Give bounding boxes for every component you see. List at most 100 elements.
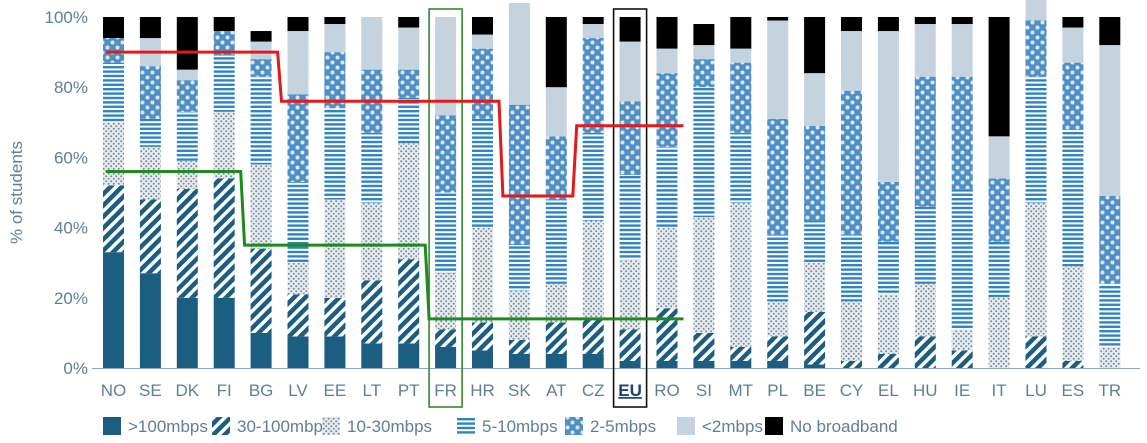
bar-segment (914, 17, 936, 25)
y-axis-label: % of students (7, 141, 26, 244)
bar-segment (472, 322, 493, 351)
bar-segment (139, 66, 161, 119)
bar-segment (619, 259, 641, 330)
x-tick-label: PT (398, 381, 420, 400)
bar-segment (213, 55, 235, 112)
bar-segment (435, 192, 457, 274)
bar-segment (656, 73, 678, 147)
bar-segment (804, 262, 826, 312)
bar-segment (250, 164, 272, 249)
bar-segment (472, 48, 493, 119)
bar-segment (435, 115, 457, 193)
bar-segment (877, 294, 899, 354)
bar-segment (582, 24, 604, 39)
x-tick-label: FI (217, 381, 232, 400)
bar-segment (693, 24, 715, 46)
bar-segment (767, 301, 789, 337)
bar-segment (767, 360, 789, 368)
bar-segment (951, 329, 973, 351)
bar-segment (804, 125, 826, 221)
bar-segment (804, 311, 826, 365)
bar-segment (656, 308, 678, 361)
bar-segment (435, 273, 457, 330)
bar-segment (324, 24, 346, 53)
bar-segment (287, 31, 309, 95)
x-tick-label: LU (1025, 381, 1047, 400)
x-tick-label: EE (324, 381, 347, 400)
x-tick-label: SK (508, 381, 531, 400)
legend-swatch (103, 417, 121, 435)
bar-segment (139, 118, 161, 147)
bar-segment (361, 343, 383, 368)
bar-segment (804, 17, 826, 74)
bar-segment (582, 38, 604, 133)
x-tick-label: FR (434, 381, 457, 400)
x-tick-label: SI (696, 381, 712, 400)
bar-segment (582, 318, 604, 354)
bar-segment (988, 241, 1010, 298)
bar-segment (213, 31, 235, 56)
bar-segment (545, 322, 567, 354)
bar-segment (1099, 196, 1121, 284)
bar-segment (250, 76, 272, 165)
bar-segment (287, 294, 309, 337)
bar-segment (324, 297, 346, 337)
x-tick-label: AT (546, 381, 566, 400)
bar-segment (250, 59, 272, 77)
bar-segment (656, 146, 678, 228)
bar-segment (767, 118, 789, 235)
bar-segment (472, 227, 493, 323)
legend-label: No broadband (790, 417, 898, 436)
bar-segment (250, 248, 272, 333)
bar-segment (914, 76, 936, 207)
bar-segment (841, 234, 862, 302)
bar-segment (361, 203, 383, 281)
bar-segment (730, 48, 752, 63)
bar-segment (398, 143, 420, 260)
legend-swatch (565, 417, 583, 435)
bar-segment (508, 353, 530, 368)
bar-segment (1062, 360, 1084, 368)
bar-segment (103, 17, 124, 39)
bar-segment (1025, 20, 1047, 77)
legend-swatch (677, 417, 695, 435)
bar-segment (914, 24, 936, 77)
bar-segment (1099, 17, 1121, 46)
bar-segment (951, 188, 973, 330)
x-tick-label: IE (954, 381, 970, 400)
bar-segment (324, 52, 346, 109)
bar-segment (619, 41, 641, 102)
bar-segment (324, 336, 346, 368)
x-tick-label: ES (1062, 381, 1085, 400)
bar-segment (176, 17, 198, 70)
step-line (106, 50, 684, 198)
x-tick-label: HU (913, 381, 938, 400)
bar-segment (435, 329, 457, 347)
bar-segment (988, 136, 1010, 179)
bar-segment (877, 181, 899, 242)
bar-segment (767, 336, 789, 361)
x-tick-label: LT (363, 381, 382, 400)
bar-segment (398, 17, 420, 28)
bar-segment (398, 69, 420, 98)
y-tick-label: 60% (54, 148, 88, 167)
bar-segment (324, 199, 346, 298)
bar-segment (730, 203, 752, 347)
bar-segment (988, 17, 1010, 137)
bar-segment (914, 206, 936, 284)
y-tick-label: 40% (54, 219, 88, 238)
bar-segment (951, 24, 973, 77)
bar-segment (508, 339, 530, 354)
bar-segment (250, 41, 272, 60)
bar-segment (582, 220, 604, 319)
bar-segment (287, 181, 309, 263)
bar-segment (176, 188, 198, 298)
bar-segment (656, 17, 678, 49)
bar-segment (841, 90, 862, 235)
bar-segment (693, 360, 715, 368)
bar-segment (619, 17, 641, 42)
x-tick-label: BE (803, 381, 826, 400)
legend-swatch (457, 417, 475, 435)
x-tick-label: PL (767, 381, 788, 400)
